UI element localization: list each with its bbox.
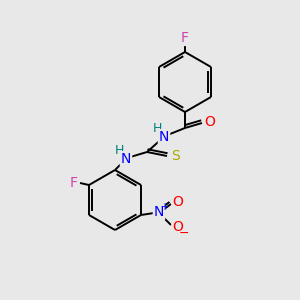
Text: O: O (172, 195, 183, 209)
Text: O: O (172, 220, 183, 234)
Text: S: S (172, 149, 180, 163)
Text: +: + (160, 202, 168, 212)
Text: F: F (181, 31, 189, 45)
Text: F: F (70, 176, 78, 190)
Text: O: O (205, 115, 215, 129)
Text: H: H (152, 122, 162, 136)
Text: N: N (159, 130, 169, 144)
Text: N: N (154, 205, 164, 219)
Text: H: H (114, 145, 124, 158)
Text: −: − (179, 226, 189, 239)
Text: N: N (121, 152, 131, 166)
